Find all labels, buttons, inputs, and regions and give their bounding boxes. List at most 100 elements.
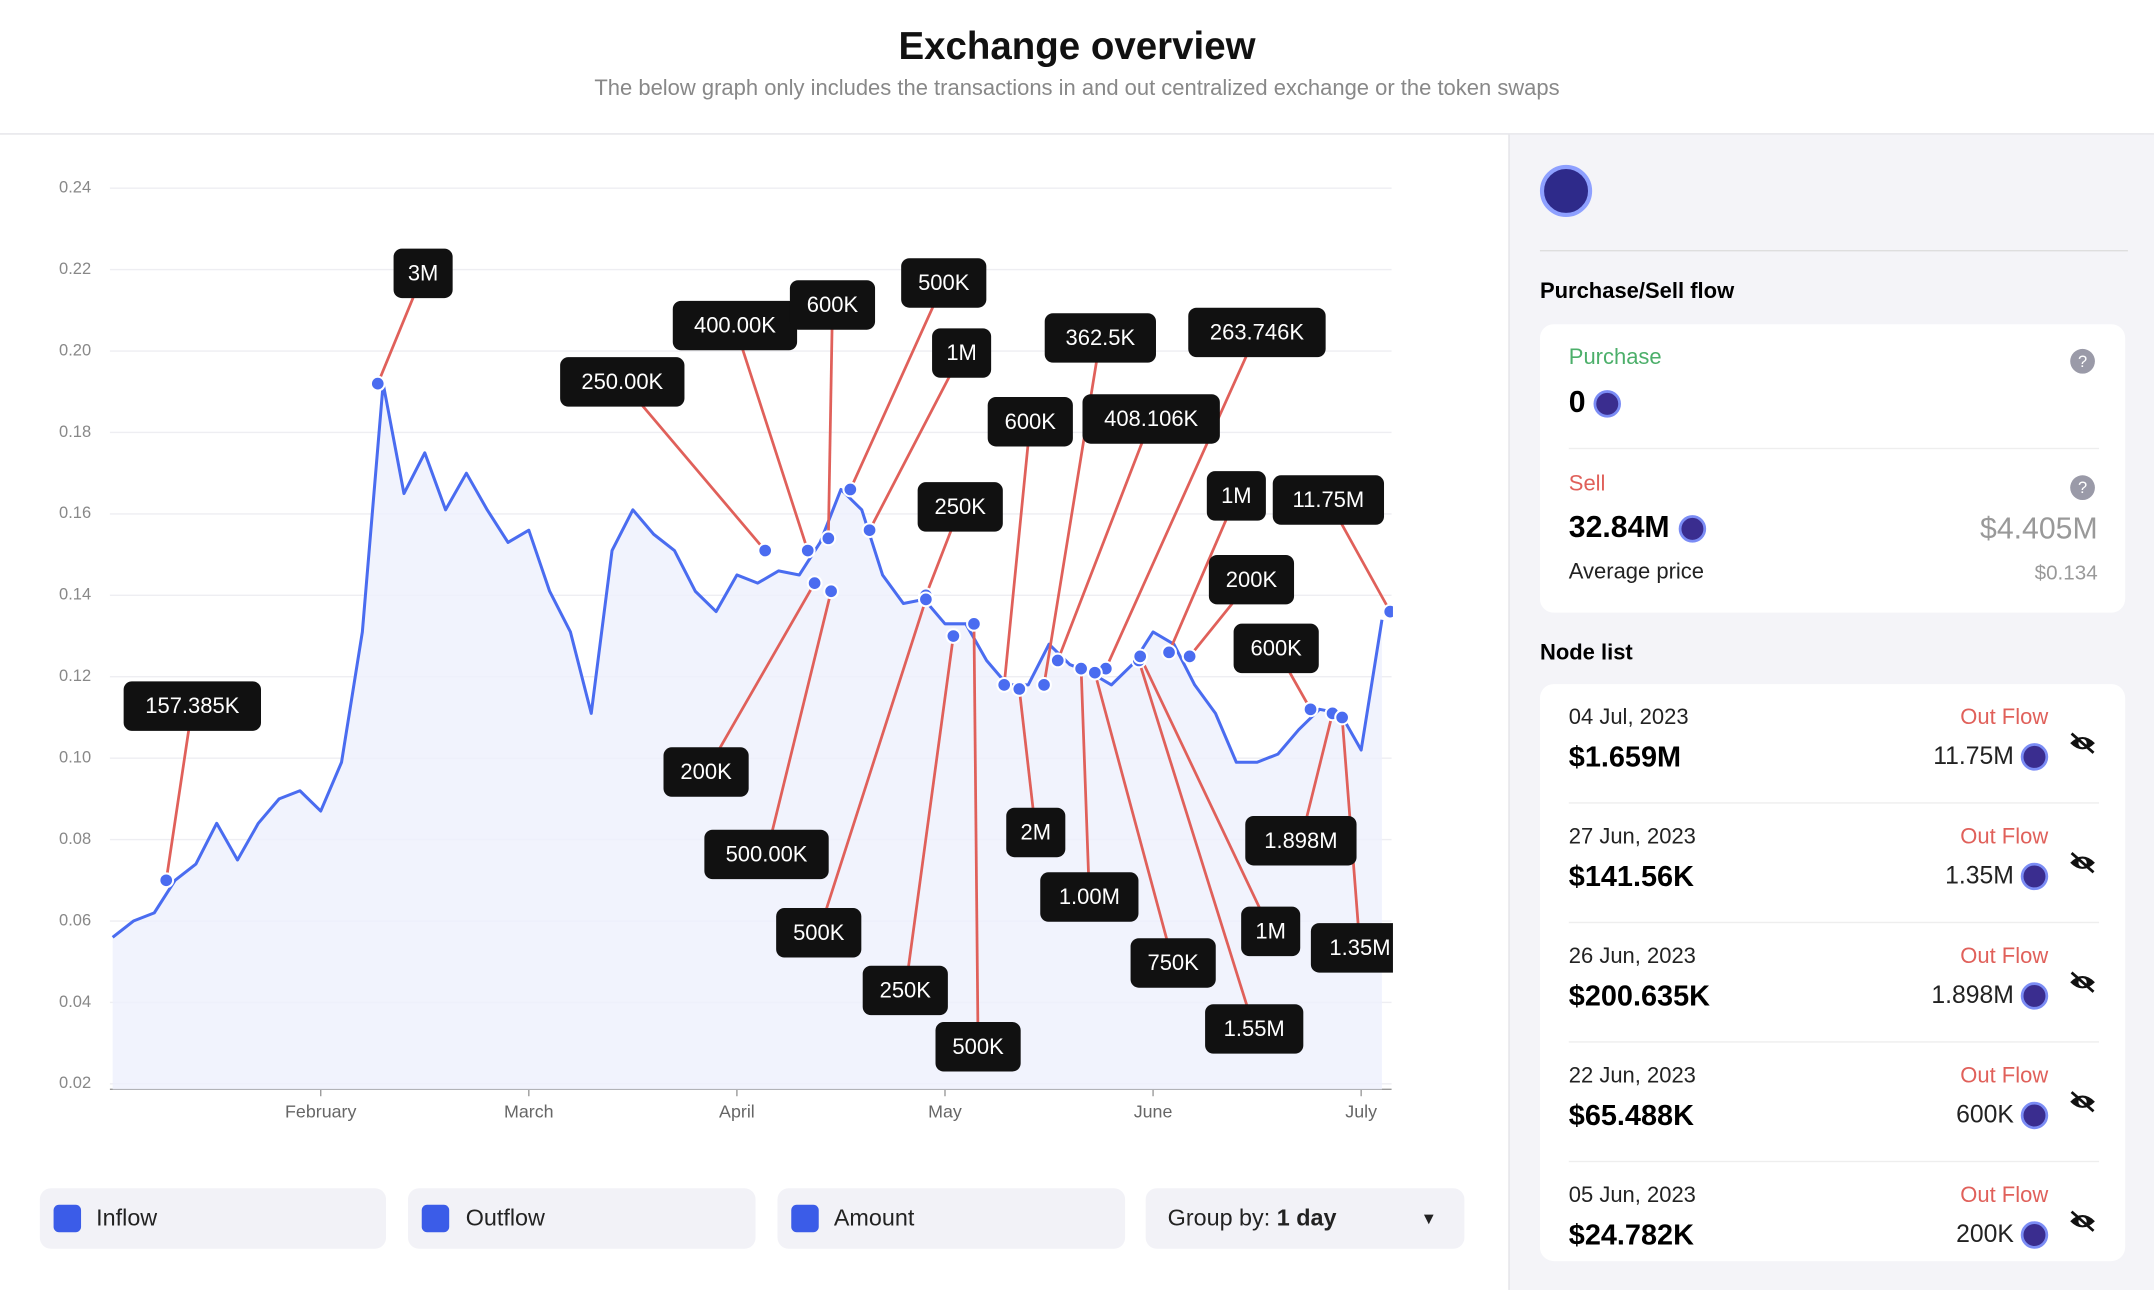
annotation-point	[945, 628, 962, 644]
connector	[1138, 655, 1272, 932]
connector	[817, 598, 928, 934]
value: 1.898M	[1931, 980, 2014, 1009]
flow-card: Purchase ? 0 Sell ? 32.84M $4.405M Avera…	[1539, 324, 2126, 613]
label-box	[935, 1022, 1021, 1072]
page-subtitle: The below graph only includes the transa…	[594, 76, 1560, 101]
node-amount: 600K	[1956, 1100, 2049, 1130]
token-icon	[1678, 515, 1706, 543]
annotation-point	[917, 591, 934, 608]
node-flow: Out Flow	[1960, 825, 2049, 849]
node-list-title: Node list	[1539, 641, 1633, 665]
annotation-point	[966, 615, 982, 632]
value: 32.84M	[1568, 509, 1670, 544]
annotation-label: 263.746K	[1210, 320, 1304, 345]
connector	[1104, 331, 1259, 670]
node-date: 26 Jun, 2023	[1568, 945, 1696, 969]
node-amount: 11.75M	[1933, 741, 2049, 772]
token-icon	[2020, 1102, 2049, 1130]
annotation-point	[1073, 660, 1090, 677]
value: 1 day	[1276, 1204, 1337, 1231]
label-box	[123, 681, 262, 731]
annotation-label: 250.00K	[581, 369, 663, 394]
annotation-label: 200K	[680, 759, 732, 784]
annotation-label: 500.00K	[726, 842, 808, 867]
label-box	[1310, 923, 1410, 973]
divider	[1539, 250, 2128, 252]
node-row: 04 Jul, 2023 $1.659M Out Flow 11.75M	[1540, 684, 2125, 804]
node-flow: Out Flow	[1960, 945, 2049, 969]
checkbox[interactable]	[791, 1204, 819, 1233]
purchase-label: Purchase	[1568, 346, 1662, 370]
y-tick-label: 0.06	[59, 911, 91, 929]
label-box	[1188, 307, 1326, 358]
node-row: 27 Jun, 2023 $141.56K Out Flow 1.35M	[1540, 804, 2125, 924]
eye-off-icon[interactable]	[2067, 1089, 2097, 1114]
node-date: 05 Jun, 2023	[1568, 1184, 1696, 1208]
x-tick-label: March	[504, 1101, 554, 1121]
node-flow: Out Flow	[1960, 1064, 2049, 1088]
eye-off-icon[interactable]	[2067, 970, 2097, 995]
token-icon	[2020, 982, 2049, 1011]
y-tick-label: 0.12	[59, 667, 91, 685]
label-box	[1040, 872, 1139, 922]
connector	[826, 304, 834, 539]
node-usd: $24.782K	[1568, 1219, 1694, 1252]
group-by-select[interactable]: Group by: 1 day ▼	[1145, 1188, 1465, 1249]
eye-off-icon[interactable]	[2067, 850, 2097, 875]
y-tick-label: 0.04	[59, 993, 91, 1011]
annotation-label: 500K	[793, 920, 845, 945]
annotation-label: 250K	[880, 978, 932, 1003]
annotation-point	[996, 676, 1013, 693]
hide-icon	[2067, 731, 2097, 756]
divider	[1568, 921, 2100, 924]
annotation-label: 750K	[1148, 950, 1200, 975]
annotation-point	[1132, 648, 1149, 665]
label-box	[789, 280, 876, 330]
annotation-label: 1M	[1255, 919, 1286, 944]
annotation-label: 2M	[1021, 820, 1052, 845]
label-box	[901, 258, 987, 308]
node-row: 22 Jun, 2023 $65.488K Out Flow 600K	[1540, 1043, 2125, 1163]
value: 11.75M	[1933, 741, 2014, 770]
label-box	[1272, 475, 1385, 525]
node-amount: 1.898M	[1931, 980, 2049, 1011]
purchase-amount: 0	[1569, 385, 1622, 421]
checkbox[interactable]	[421, 1204, 450, 1233]
annotation-label: 11.75M	[1293, 487, 1365, 512]
node-flow: Out Flow	[1960, 1184, 2049, 1208]
y-tick-label: 0.08	[59, 830, 91, 848]
annotation-label: 1.898M	[1264, 828, 1337, 853]
avg-label: Average price	[1568, 560, 1705, 584]
page-title: Exchange overview	[898, 24, 1256, 68]
label-box	[917, 482, 1003, 532]
label-box	[932, 328, 992, 378]
label-box	[1044, 313, 1156, 363]
node-usd: $65.488K	[1568, 1100, 1694, 1132]
node-usd: $1.659M	[1568, 741, 1682, 774]
label-box	[987, 397, 1073, 447]
connector	[972, 623, 980, 1047]
annotation-label: 1.35M	[1329, 935, 1390, 960]
divider	[0, 133, 2154, 135]
inflow-toggle[interactable]: Inflow	[39, 1188, 387, 1249]
eye-off-icon[interactable]	[2067, 731, 2097, 756]
label-box	[704, 829, 829, 880]
divider	[1568, 1041, 2100, 1043]
amount-toggle[interactable]: Amount	[777, 1188, 1126, 1249]
outflow-toggle[interactable]: Outflow	[407, 1188, 756, 1249]
annotation-label: 250K	[935, 494, 987, 519]
eye-off-icon[interactable]	[2067, 1209, 2097, 1234]
label-box	[672, 300, 798, 351]
connector	[1002, 421, 1032, 686]
dropdown-arrow: ▼	[1420, 1208, 1437, 1229]
annotation-label: 1.00M	[1059, 884, 1120, 909]
checkbox[interactable]	[53, 1204, 82, 1233]
y-tick-label: 0.16	[59, 504, 91, 522]
help-icon[interactable]: ?	[2070, 475, 2095, 501]
connector	[1093, 672, 1175, 964]
help-icon[interactable]: ?	[2070, 348, 2095, 374]
annotation-point	[806, 575, 823, 592]
value: 1.35M	[1945, 861, 2014, 889]
annotation-point	[369, 375, 386, 392]
